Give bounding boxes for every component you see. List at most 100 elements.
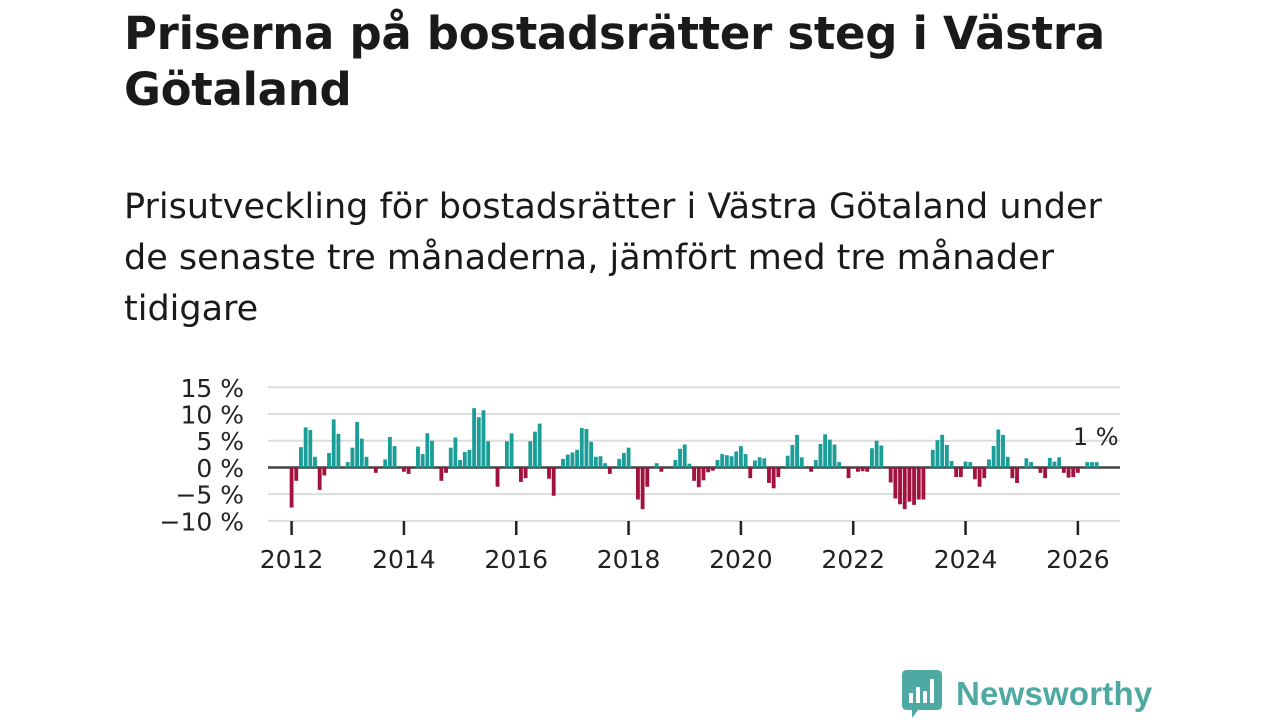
- bar: [570, 452, 575, 468]
- bar: [486, 441, 491, 468]
- y-tick-label: 0 %: [196, 454, 244, 483]
- bar: [1085, 462, 1090, 468]
- bar: [589, 441, 594, 468]
- bar: [795, 434, 799, 468]
- x-tick-label: 2018: [597, 545, 661, 574]
- bar: [313, 456, 317, 468]
- bar: [621, 453, 626, 468]
- bar: [1071, 467, 1076, 478]
- bar: [636, 467, 640, 500]
- bar: [416, 446, 420, 468]
- bar: [701, 467, 706, 481]
- bar: [832, 444, 837, 468]
- bar: [762, 458, 767, 468]
- bar: [308, 430, 313, 468]
- x-tick-label: 2022: [821, 545, 885, 574]
- x-tick-label: 2026: [1046, 545, 1110, 574]
- bar: [462, 451, 467, 468]
- bar: [738, 446, 743, 468]
- bar: [1061, 467, 1066, 473]
- bar: [472, 408, 477, 468]
- bar: [547, 467, 551, 479]
- bar: [1090, 462, 1094, 468]
- y-tick-label: −10 %: [160, 507, 244, 536]
- chart-subtitle: Prisutveckling för bostadsrätter i Västr…: [124, 187, 1102, 329]
- bar: [420, 454, 425, 468]
- bar: [996, 429, 1001, 468]
- bar: [888, 467, 893, 483]
- bar: [458, 459, 462, 468]
- bar: [336, 433, 341, 468]
- bar: [958, 467, 963, 478]
- bar: [523, 467, 528, 479]
- bar: [977, 467, 982, 487]
- bar: [921, 467, 926, 500]
- bar: [575, 449, 580, 468]
- bar: [1047, 457, 1052, 468]
- bar: [706, 467, 711, 473]
- bar: [930, 449, 935, 468]
- bar: [640, 467, 645, 510]
- bar: [987, 459, 991, 468]
- bar: [355, 422, 360, 468]
- bar: [771, 467, 776, 489]
- bar: [790, 445, 795, 468]
- bar: [1038, 467, 1043, 473]
- bar: [467, 449, 472, 468]
- bar: [579, 427, 584, 468]
- bar: [898, 467, 902, 505]
- bar: [687, 463, 692, 468]
- bar: [724, 455, 729, 468]
- bar: [1010, 467, 1015, 479]
- bar: [949, 461, 954, 468]
- chart-annotations: 1 %: [1073, 423, 1119, 451]
- bar: [1015, 467, 1019, 483]
- bar: [907, 467, 912, 502]
- bar: [757, 457, 762, 468]
- bar: [444, 467, 448, 473]
- bar: [935, 440, 940, 468]
- bar: [607, 467, 612, 474]
- bar: [743, 454, 748, 468]
- bar: [902, 467, 907, 510]
- bar: [654, 463, 659, 468]
- bar: [345, 462, 350, 468]
- y-tick-label: 15 %: [180, 374, 244, 403]
- bar: [710, 467, 715, 471]
- bar: [673, 459, 678, 468]
- bar: [327, 453, 331, 468]
- bar: [659, 467, 664, 472]
- y-tick-label: 5 %: [196, 427, 244, 456]
- brand-name: Newsworthy: [956, 675, 1153, 712]
- bar: [392, 446, 397, 468]
- bar: [322, 467, 327, 476]
- bar: [373, 467, 378, 473]
- chart-bars: [289, 408, 1099, 510]
- bar: [954, 467, 959, 478]
- bar: [893, 467, 898, 499]
- bar: [430, 440, 434, 468]
- bar: [968, 462, 973, 468]
- bar: [519, 467, 523, 482]
- bar: [603, 463, 608, 468]
- bar: [617, 458, 622, 468]
- bar: [982, 467, 987, 479]
- bar: [289, 467, 294, 508]
- bar: [626, 447, 631, 468]
- last-value-label: 1 %: [1073, 423, 1119, 451]
- bar: [1075, 467, 1080, 473]
- bar: [809, 467, 814, 472]
- y-tick-label: 10 %: [180, 401, 244, 430]
- bar-chart: 15 %10 %5 %0 %−5 %−10 % 2012 2014 2016 2018…: [160, 374, 1120, 574]
- bar: [350, 447, 355, 468]
- bar: [734, 451, 739, 468]
- y-tick-label: −5 %: [175, 481, 244, 510]
- bar: [1024, 458, 1029, 468]
- bar: [1043, 467, 1048, 479]
- x-tick-label: 2014: [372, 545, 436, 574]
- bar: [303, 427, 308, 468]
- bar: [645, 467, 650, 487]
- bar: [837, 462, 842, 468]
- bar: [1005, 456, 1010, 468]
- bar: [678, 448, 682, 468]
